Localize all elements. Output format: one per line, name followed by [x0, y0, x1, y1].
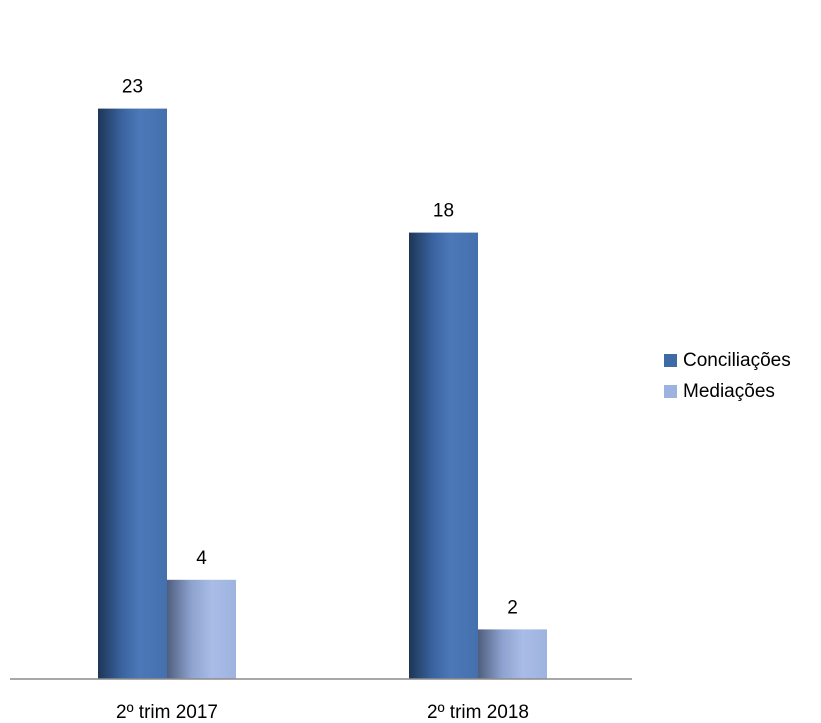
x-tick-labels-layer: 2º trim 2017 2º trim 2018 [116, 702, 529, 723]
legend: Conciliações Mediações [664, 345, 791, 407]
legend-item-mediacoes: Mediações [664, 376, 791, 407]
legend-label-mediacoes: Mediações [683, 380, 775, 402]
data-label-conciliacoes-2-trim-2018: 18 [433, 201, 454, 222]
data-label-conciliacoes-2-trim-2017: 23 [122, 77, 143, 98]
legend-swatch-conciliacoes [664, 354, 677, 367]
x-tick-label-2-trim-2018: 2º trim 2018 [427, 702, 529, 723]
data-label-mediacoes-2-trim-2018: 2 [507, 597, 518, 618]
data-label-mediacoes-2-trim-2017: 4 [196, 548, 207, 569]
legend-swatch-mediacoes [664, 385, 677, 398]
data-labels-layer: 23 4 18 2 [122, 77, 518, 619]
legend-item-conciliacoes: Conciliações [664, 345, 791, 376]
bar-conciliacoes-2-trim-2017 [98, 108, 167, 680]
x-tick-label-2-trim-2017: 2º trim 2017 [116, 702, 218, 723]
bar-mediacoes-2-trim-2018 [478, 629, 547, 679]
bar-conciliacoes-2-trim-2018 [409, 232, 478, 679]
bars-layer [98, 108, 547, 680]
bar-mediacoes-2-trim-2017 [167, 579, 236, 679]
legend-label-conciliacoes: Conciliações [683, 349, 791, 371]
